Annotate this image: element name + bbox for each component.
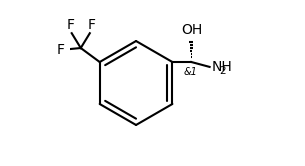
Text: F: F xyxy=(66,18,74,32)
Text: OH: OH xyxy=(181,23,202,37)
Text: F: F xyxy=(87,18,95,32)
Text: F: F xyxy=(56,43,65,57)
Text: 2: 2 xyxy=(220,66,226,76)
Text: NH: NH xyxy=(212,60,232,74)
Text: &1: &1 xyxy=(184,67,197,77)
